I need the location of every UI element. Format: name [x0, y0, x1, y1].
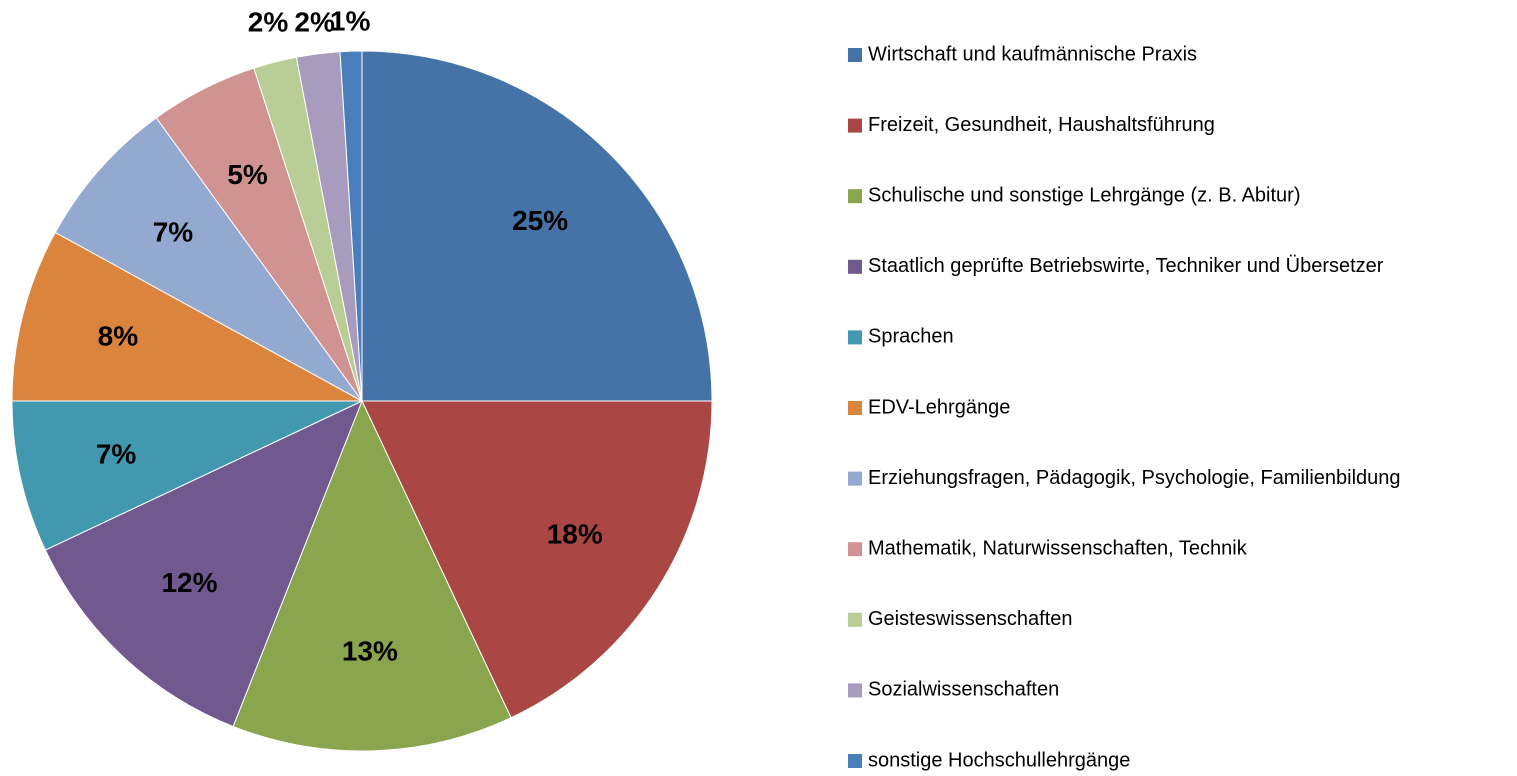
legend-label: sonstige Hochschullehrgänge [868, 749, 1130, 771]
pie-slice [54, 117, 363, 402]
data-label: 2% [294, 6, 335, 37]
data-label: 8% [98, 321, 139, 352]
legend-swatch [848, 542, 862, 557]
legend-swatch [848, 754, 862, 768]
legend-swatch [848, 612, 862, 627]
legend-swatch [848, 189, 862, 204]
legend-label: Wirtschaft und kaufmännische Praxis [868, 43, 1197, 65]
pie-slice [361, 50, 713, 402]
legend-label: Freizeit, Gesundheit, Haushaltsführung [868, 114, 1215, 136]
legend-swatch [848, 48, 862, 62]
data-label: 7% [153, 217, 194, 248]
pie-slice [361, 400, 713, 719]
legend-label: Sprachen [868, 326, 954, 348]
legend-label: Sozialwissenschaften [868, 679, 1059, 701]
legend-label: Erziehungsfragen, Pädagogik, Psychologie… [868, 467, 1401, 489]
pie-slice [11, 400, 363, 551]
pie-slice [11, 231, 363, 402]
data-label: 7% [96, 438, 137, 469]
legend-label: Schulische und sonstige Lehrgänge (z. B.… [868, 184, 1300, 206]
legend-swatch [848, 118, 862, 133]
legend-swatch [848, 471, 862, 486]
legend-swatch [848, 330, 862, 345]
data-label: 25% [512, 205, 568, 236]
pie-slice [339, 50, 363, 402]
pie-slice [44, 400, 363, 728]
data-label: 12% [161, 567, 217, 598]
data-label: 18% [547, 518, 603, 549]
legend-label: Staatlich geprüfte Betriebswirte, Techni… [868, 255, 1384, 277]
data-label: 1% [330, 6, 371, 37]
legend-swatch [848, 401, 862, 415]
pie-slice [232, 399, 512, 752]
data-label: 5% [227, 159, 268, 190]
legend-label: EDV-Lehrgänge [868, 396, 1010, 418]
legend-label: Geisteswissenschaften [868, 608, 1073, 630]
legend-swatch [848, 683, 862, 698]
legend-swatch [848, 259, 862, 274]
data-label: 2% [248, 6, 289, 37]
data-label: 13% [342, 635, 398, 666]
legend-label: Mathematik, Naturwissenschaften, Technik [868, 537, 1248, 559]
